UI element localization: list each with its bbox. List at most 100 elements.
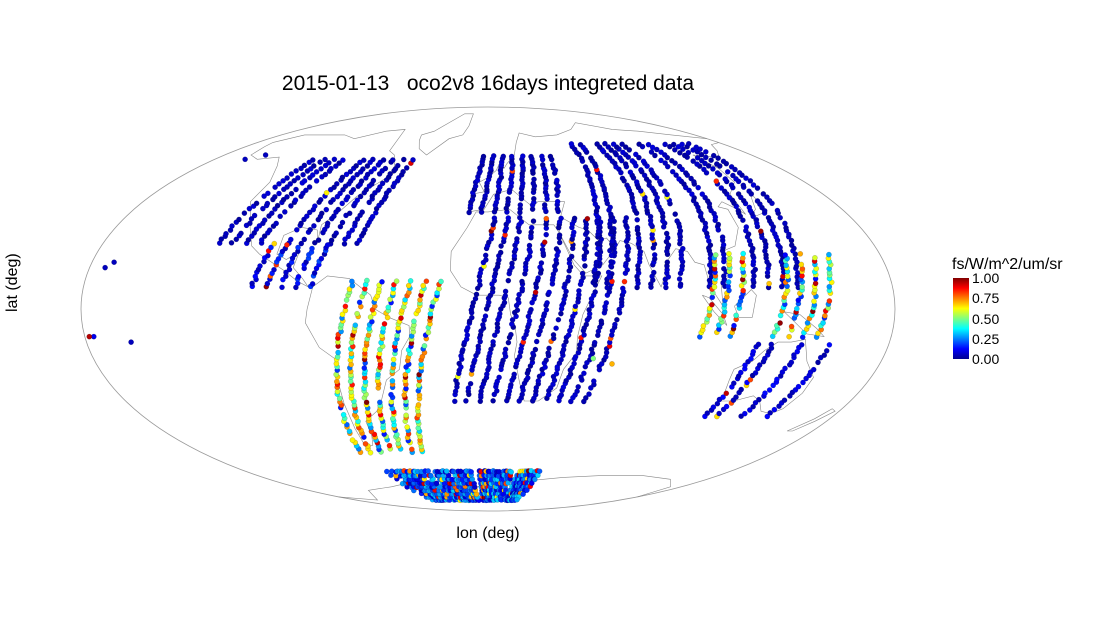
data-point (592, 289, 599, 295)
data-point (563, 377, 570, 384)
data-point (771, 406, 778, 413)
data-point (539, 153, 545, 160)
data-point (318, 210, 325, 217)
data-point (295, 175, 301, 181)
data-point (753, 216, 760, 223)
data-point (583, 395, 589, 401)
data-point (533, 338, 540, 345)
data-point (553, 325, 559, 332)
data-point (712, 252, 719, 258)
data-point (685, 140, 692, 147)
data-point (528, 229, 535, 235)
data-point (782, 252, 789, 258)
y-axis-label: lat (deg) (4, 253, 21, 312)
data-point (641, 172, 648, 179)
data-point (594, 251, 601, 257)
data-point (543, 215, 550, 222)
data-point (603, 300, 610, 306)
data-point (679, 141, 685, 148)
data-point (750, 403, 756, 410)
data-point (621, 278, 628, 285)
data-point (509, 260, 515, 267)
data-point (402, 371, 409, 378)
data-point (410, 157, 416, 163)
data-point (128, 339, 134, 345)
data-point (543, 231, 550, 238)
data-point (620, 285, 626, 292)
data-point (249, 280, 255, 287)
data-point (579, 270, 586, 277)
data-point (550, 331, 557, 338)
data-point (676, 176, 682, 182)
data-point (786, 231, 792, 238)
data-point (528, 306, 534, 313)
data-point (497, 249, 504, 256)
data-point (756, 396, 762, 403)
data-point (742, 410, 748, 417)
data-point (386, 187, 392, 194)
data-point (794, 305, 800, 312)
colorbar (953, 278, 969, 359)
data-point (260, 205, 266, 212)
data-point (361, 365, 368, 371)
data-point (332, 163, 339, 169)
data-point (471, 357, 478, 364)
data-point (519, 278, 525, 285)
data-point (364, 277, 370, 284)
data-point (545, 350, 551, 356)
data-point (571, 229, 577, 236)
data-point (389, 157, 396, 163)
data-point (649, 144, 656, 151)
data-point (339, 174, 346, 181)
data-point (758, 228, 764, 234)
data-point (511, 371, 518, 378)
data-point (491, 332, 498, 339)
data-point (609, 361, 615, 367)
data-point (558, 215, 564, 222)
data-point (553, 257, 559, 263)
data-point (779, 369, 786, 375)
data-point (614, 316, 620, 323)
data-point (415, 307, 422, 314)
data-point (257, 263, 263, 269)
data-point (405, 282, 412, 289)
data-point (680, 245, 686, 252)
data-point (228, 239, 235, 246)
data-point (634, 216, 641, 223)
data-point (333, 230, 340, 236)
data-point (369, 318, 375, 325)
data-point (740, 182, 747, 189)
data-point (625, 229, 631, 236)
data-point (241, 210, 248, 216)
data-point (311, 270, 318, 276)
legend-tick-025: 0.25 (972, 330, 1000, 347)
data-point (554, 177, 560, 184)
data-point (797, 250, 804, 257)
data-point (826, 251, 832, 258)
data-point (798, 341, 805, 348)
data-point (612, 321, 618, 328)
data-point (703, 154, 709, 161)
data-point (531, 176, 537, 183)
data-point (721, 273, 727, 279)
data-point (804, 320, 811, 326)
data-point (415, 382, 422, 389)
data-point (383, 468, 390, 475)
data-point (629, 158, 636, 164)
data-point (651, 251, 658, 258)
data-point (371, 165, 378, 172)
data-point (733, 394, 739, 400)
data-point (715, 221, 722, 228)
data-point (532, 346, 539, 353)
data-point (612, 149, 618, 156)
data-point (524, 487, 530, 493)
coastline-10 (783, 311, 825, 338)
data-point (575, 383, 582, 390)
data-point (354, 171, 360, 178)
data-point (331, 184, 337, 191)
map-outline (80, 106, 896, 512)
data-point (664, 259, 671, 266)
data-point (672, 146, 678, 153)
data-point (536, 468, 543, 475)
